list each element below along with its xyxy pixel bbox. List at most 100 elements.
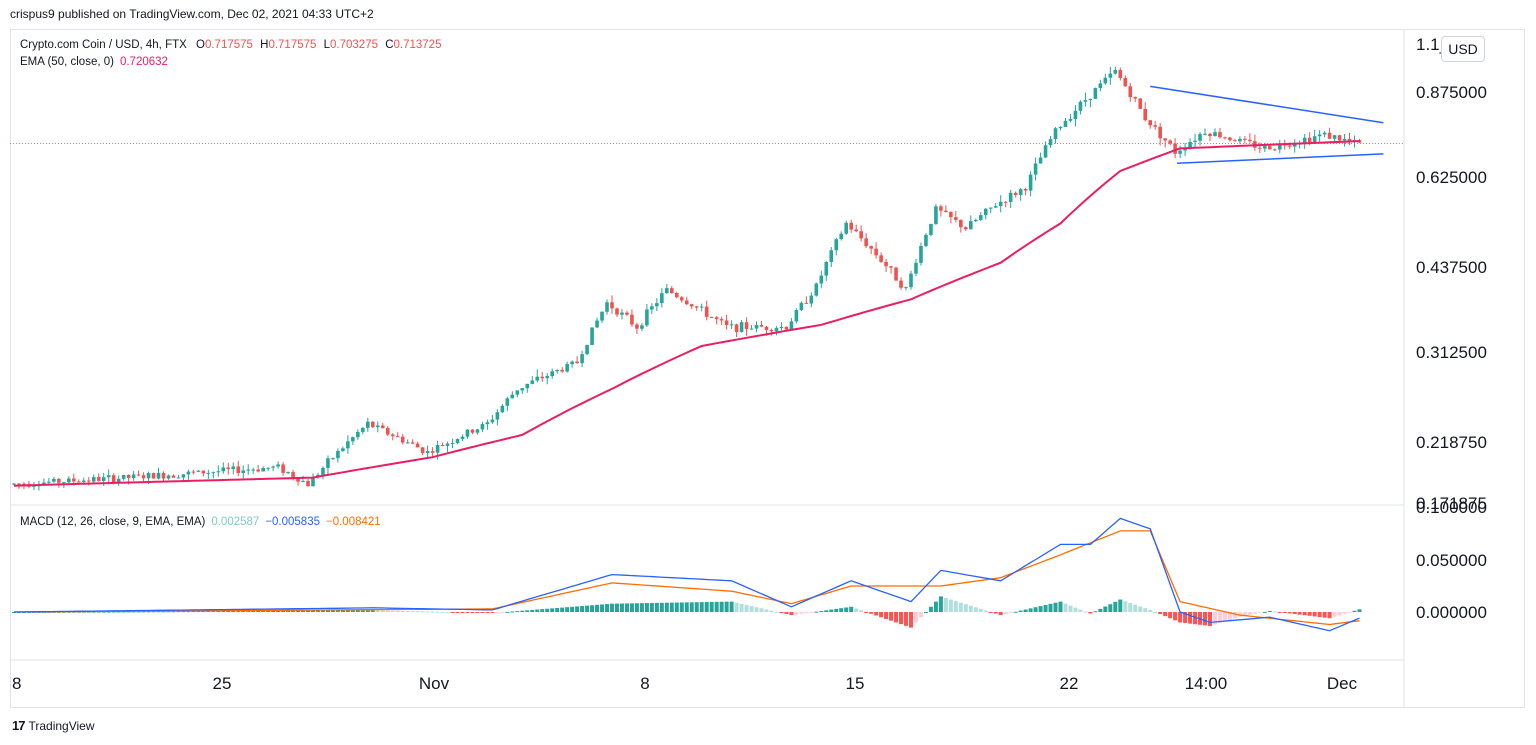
macd-histogram-bar (1292, 612, 1297, 614)
candle-down (171, 475, 176, 478)
macd-histogram-bar (1327, 612, 1332, 619)
currency-badge[interactable]: USD (1441, 36, 1485, 62)
macd-histogram-bar (1083, 611, 1088, 613)
candle-down (1158, 126, 1162, 139)
candle-up (829, 250, 834, 262)
macd-histogram-bar (679, 602, 684, 612)
candle-up (251, 469, 255, 471)
macd-histogram-bar (196, 611, 201, 613)
candle-up (505, 398, 510, 406)
macd-histogram-bar (968, 605, 973, 612)
macd-histogram-bar (340, 610, 345, 612)
candle-up (605, 302, 609, 312)
macd-histogram-bar (1332, 612, 1337, 617)
macd-histogram-bar (1008, 612, 1013, 613)
candle-up (206, 472, 211, 474)
macd-histogram-bar (256, 610, 261, 612)
macd-histogram-bar (201, 611, 206, 613)
candle-down (759, 325, 764, 327)
macd-histogram-bar (884, 612, 889, 619)
candle-down (724, 320, 729, 325)
candle-up (346, 441, 350, 449)
macd-histogram-bar (550, 608, 555, 612)
footer-brand: TradingView (28, 718, 95, 733)
candle-up (1193, 140, 1197, 142)
macd-histogram-bar (684, 602, 689, 612)
macd-histogram-bar (614, 603, 619, 612)
candle-up (978, 215, 983, 220)
macd-histogram-bar (899, 612, 904, 625)
candle-up (983, 208, 988, 216)
macd-histogram-bar (485, 612, 490, 613)
candle-down (689, 304, 694, 307)
upper-trendline (1150, 85, 1384, 124)
macd-histogram-bar (659, 602, 664, 612)
candle-down (191, 471, 196, 473)
macd-histogram-bar (116, 611, 121, 613)
candle-down (1163, 138, 1167, 141)
candle-down (1337, 135, 1342, 141)
candle-up (241, 470, 246, 473)
macd-histogram-bar (405, 611, 410, 613)
candle-up (525, 383, 530, 389)
symbol-legend: Crypto.com Coin / USD, 4h, FTX O0.717575… (20, 39, 441, 51)
macd-histogram-bar (814, 611, 819, 613)
footer: 17 TradingView (12, 718, 95, 733)
macd-histogram-bar (570, 606, 575, 612)
candle-down (201, 470, 206, 474)
macd-histogram-bar (136, 611, 141, 613)
candle-up (565, 364, 569, 372)
macd-histogram-bar (345, 610, 350, 612)
macd-histogram-bar (654, 602, 659, 612)
candle-up (326, 458, 330, 468)
candle-down (610, 302, 614, 309)
macd-histogram-bar (330, 610, 335, 612)
candle-up (101, 477, 106, 481)
time-tick-label: Nov (419, 674, 450, 693)
candle-up (341, 448, 345, 452)
macd-histogram-bar (246, 610, 251, 612)
macd-histogram-bar (350, 610, 355, 612)
candle-down (390, 434, 395, 437)
candle-up (550, 371, 554, 377)
macd-histogram-bar (799, 612, 804, 614)
candle-down (854, 229, 858, 232)
candle-down (804, 302, 809, 304)
macd-histogram-bar (709, 601, 714, 612)
macd-histogram-bar (894, 612, 899, 623)
candle-up (1302, 137, 1307, 144)
macd-histogram-bar (1267, 610, 1272, 612)
macd-histogram-bar (1352, 610, 1357, 612)
candle-up (590, 327, 594, 345)
candle-down (734, 324, 739, 332)
macd-histogram-bar (729, 601, 734, 612)
macd-histogram-bar (819, 610, 824, 612)
macd-histogram-bar (1113, 601, 1118, 612)
candle-up (1178, 150, 1182, 154)
price-tick-label: 0.625000 (1416, 168, 1487, 187)
candle-up (216, 471, 221, 473)
macd-histogram-bar (948, 599, 953, 612)
macd-histogram-bar (1272, 611, 1277, 613)
candle-down (1128, 86, 1133, 98)
macd-histogram-bar (714, 601, 719, 612)
candle-up (844, 222, 849, 234)
high-value: 0.717575 (268, 39, 317, 51)
macd-histogram-bar (764, 609, 769, 612)
candle-up (555, 369, 559, 372)
price-tick-label: 0.218750 (1416, 433, 1487, 452)
macd-histogram-bar (1063, 603, 1068, 612)
macd-histogram-bar (271, 610, 276, 612)
candle-up (1043, 145, 1048, 158)
macd-histogram-bar (779, 612, 784, 613)
candle-up (919, 246, 923, 263)
candle-down (560, 369, 564, 372)
macd-histogram-bar (440, 611, 445, 613)
candle-down (1123, 78, 1128, 87)
candle-down (679, 297, 684, 301)
candle-up (460, 436, 465, 440)
macd-histogram-bar (415, 611, 420, 613)
candle-up (485, 422, 490, 425)
candle-up (799, 302, 804, 311)
